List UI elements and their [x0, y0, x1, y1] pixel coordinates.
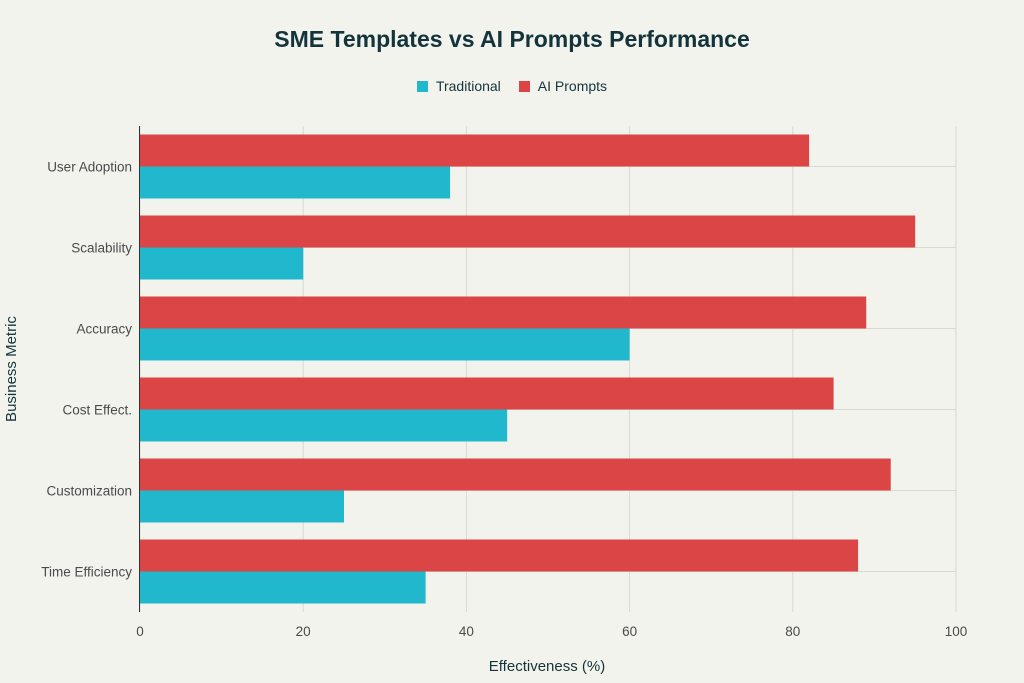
chart-title: SME Templates vs AI Prompts Performance: [274, 26, 750, 52]
legend-item-traditional: Traditional: [416, 78, 501, 94]
bar-ai-prompts: [140, 458, 891, 491]
y-tick-label: Scalability: [71, 241, 132, 256]
y-tick-label: Customization: [46, 484, 132, 499]
bar-traditional: [140, 490, 344, 523]
legend-swatch-traditional: [416, 80, 428, 92]
y-tick-label: Time Efficiency: [41, 565, 132, 580]
x-tick-label: 60: [622, 624, 637, 639]
x-tick-labels: 0 20 40 60 80 100: [136, 624, 967, 639]
bar-traditional: [140, 571, 426, 604]
bar-ai-prompts: [140, 296, 867, 329]
x-tick-label: 20: [296, 624, 311, 639]
y-tick-label: User Adoption: [47, 160, 132, 175]
bar-ai-prompts: [140, 539, 859, 572]
x-tick-label: 100: [945, 624, 968, 639]
y-tick-label: Cost Effect.: [62, 403, 132, 418]
chart-legend: Traditional AI Prompts: [0, 78, 1024, 94]
bar-ai-prompts: [140, 377, 834, 410]
bar-traditional: [140, 409, 508, 442]
gridlines: [139, 126, 957, 612]
bar-traditional: [140, 247, 304, 280]
y-tick-labels: User Adoption Scalability Accuracy Cost Eff…: [41, 160, 132, 580]
legend-label-traditional: Traditional: [435, 78, 501, 94]
bar-traditional: [140, 328, 630, 361]
bars: [140, 134, 916, 604]
x-tick-label: 40: [459, 624, 474, 639]
y-tick-label: Accuracy: [76, 322, 132, 337]
x-tick-label: 80: [785, 624, 800, 639]
bar-ai-prompts: [140, 215, 916, 248]
x-axis-label: Effectiveness (%): [489, 658, 605, 675]
y-axis-label: Business Metric: [3, 316, 20, 422]
legend-item-ai-prompts: AI Prompts: [518, 78, 608, 94]
x-tick-label: 0: [136, 624, 144, 639]
bar-traditional: [140, 166, 451, 199]
bar-ai-prompts: [140, 134, 810, 167]
legend-swatch-ai-prompts: [518, 80, 530, 92]
legend-label-ai-prompts: AI Prompts: [537, 78, 608, 94]
